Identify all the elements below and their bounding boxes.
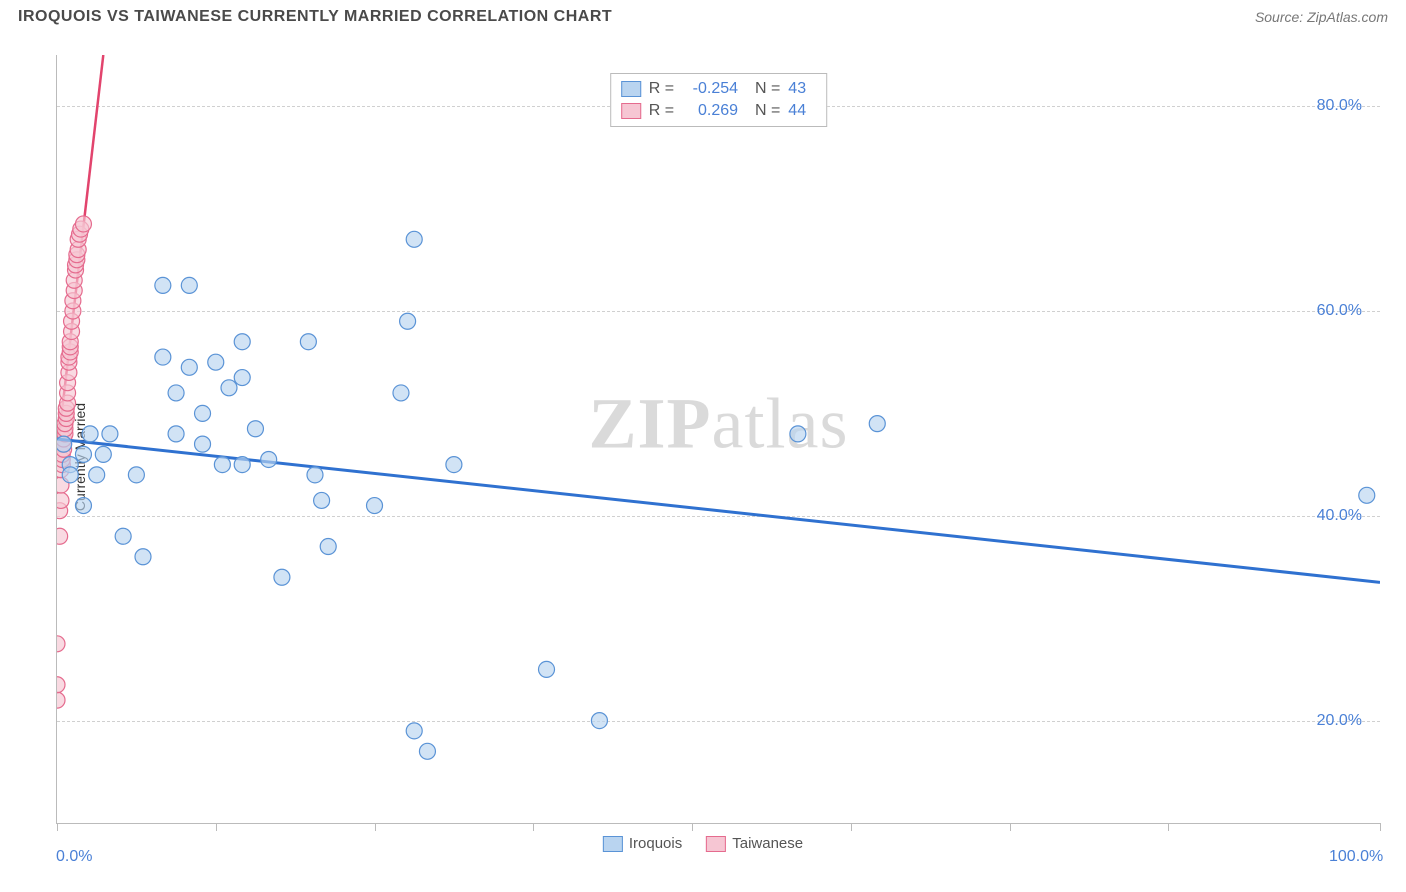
data-point bbox=[75, 446, 91, 462]
legend-row: R = 0.269 N = 44 bbox=[621, 100, 817, 122]
data-point bbox=[95, 446, 111, 462]
data-point bbox=[539, 661, 555, 677]
chart-title: IROQUOIS VS TAIWANESE CURRENTLY MARRIED … bbox=[18, 8, 612, 26]
data-point bbox=[181, 359, 197, 375]
plot-area: ZIPatlas R = -0.254 N = 43 R = 0.269 N =… bbox=[56, 55, 1380, 824]
data-point bbox=[1359, 487, 1375, 503]
data-point bbox=[75, 498, 91, 514]
legend-item: Taiwanese bbox=[706, 835, 803, 852]
n-label: N = bbox=[746, 80, 780, 98]
data-point bbox=[214, 457, 230, 473]
r-label: R = bbox=[649, 102, 674, 120]
x-tick bbox=[57, 823, 58, 831]
data-point bbox=[57, 492, 69, 508]
data-point bbox=[168, 426, 184, 442]
chart-header: IROQUOIS VS TAIWANESE CURRENTLY MARRIED … bbox=[0, 0, 1406, 30]
data-point bbox=[208, 354, 224, 370]
data-point bbox=[102, 426, 118, 442]
data-point bbox=[128, 467, 144, 483]
trend-line bbox=[57, 439, 1380, 582]
r-value: 0.269 bbox=[682, 102, 738, 120]
data-point bbox=[314, 492, 330, 508]
data-point bbox=[234, 457, 250, 473]
legend-swatch bbox=[621, 81, 641, 97]
data-point bbox=[221, 380, 237, 396]
data-point bbox=[57, 692, 65, 708]
data-point bbox=[57, 636, 65, 652]
data-point bbox=[234, 370, 250, 386]
x-tick bbox=[851, 823, 852, 831]
n-value: 43 bbox=[788, 80, 816, 98]
r-value: -0.254 bbox=[682, 80, 738, 98]
data-point bbox=[419, 743, 435, 759]
legend-correlation: R = -0.254 N = 43 R = 0.269 N = 44 bbox=[610, 73, 828, 127]
n-label: N = bbox=[746, 102, 780, 120]
chart-source: Source: ZipAtlas.com bbox=[1255, 9, 1388, 25]
data-point bbox=[195, 436, 211, 452]
data-point bbox=[406, 723, 422, 739]
data-point bbox=[135, 549, 151, 565]
legend-row: R = -0.254 N = 43 bbox=[621, 78, 817, 100]
x-tick bbox=[1380, 823, 1381, 831]
data-point bbox=[307, 467, 323, 483]
data-point bbox=[400, 313, 416, 329]
data-point bbox=[300, 334, 316, 350]
scatter-plot-svg bbox=[57, 55, 1380, 823]
data-point bbox=[155, 277, 171, 293]
n-value: 44 bbox=[788, 102, 816, 120]
data-point bbox=[62, 467, 78, 483]
x-tick bbox=[375, 823, 376, 831]
r-label: R = bbox=[649, 80, 674, 98]
data-point bbox=[195, 405, 211, 421]
data-point bbox=[57, 436, 72, 452]
legend-label: Taiwanese bbox=[732, 835, 803, 852]
legend-label: Iroquois bbox=[629, 835, 682, 852]
data-point bbox=[155, 349, 171, 365]
x-tick-label: 0.0% bbox=[56, 848, 92, 866]
x-tick bbox=[216, 823, 217, 831]
legend-series: Iroquois Taiwanese bbox=[603, 835, 803, 852]
data-point bbox=[367, 498, 383, 514]
data-point bbox=[790, 426, 806, 442]
data-point bbox=[869, 416, 885, 432]
data-point bbox=[75, 216, 91, 232]
x-tick bbox=[1168, 823, 1169, 831]
data-point bbox=[234, 334, 250, 350]
legend-item: Iroquois bbox=[603, 835, 682, 852]
data-point bbox=[82, 426, 98, 442]
data-point bbox=[393, 385, 409, 401]
data-point bbox=[446, 457, 462, 473]
data-point bbox=[57, 677, 65, 693]
data-point bbox=[406, 231, 422, 247]
data-point bbox=[89, 467, 105, 483]
data-point bbox=[181, 277, 197, 293]
legend-swatch bbox=[621, 103, 641, 119]
legend-swatch bbox=[706, 836, 726, 852]
data-point bbox=[591, 713, 607, 729]
chart-container: Currently Married ZIPatlas R = -0.254 N … bbox=[18, 40, 1388, 874]
x-tick bbox=[533, 823, 534, 831]
data-point bbox=[168, 385, 184, 401]
x-tick bbox=[1010, 823, 1011, 831]
legend-swatch bbox=[603, 836, 623, 852]
data-point bbox=[274, 569, 290, 585]
x-tick bbox=[692, 823, 693, 831]
x-tick-label: 100.0% bbox=[1329, 848, 1383, 866]
data-point bbox=[261, 451, 277, 467]
data-point bbox=[115, 528, 131, 544]
data-point bbox=[247, 421, 263, 437]
data-point bbox=[320, 539, 336, 555]
data-point bbox=[57, 528, 68, 544]
